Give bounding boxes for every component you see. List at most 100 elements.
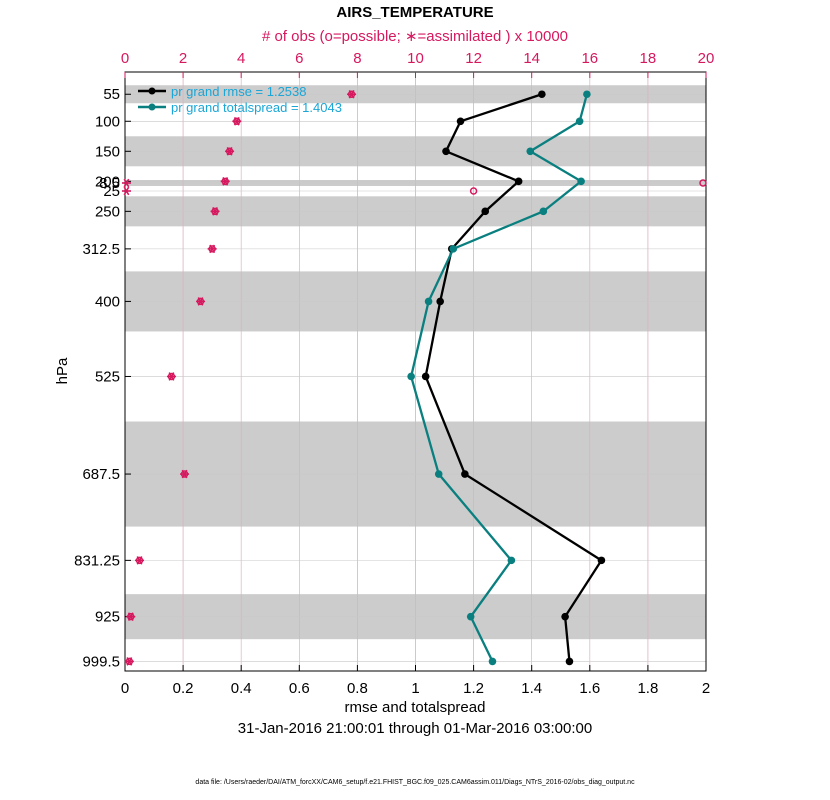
asterisk-stroke	[222, 177, 229, 186]
rmse-point	[561, 612, 569, 621]
obs-assimilated-marker	[225, 146, 235, 156]
totalspread-point	[526, 147, 535, 156]
grid-lines	[125, 72, 706, 671]
obs-assimilated-marker	[220, 177, 230, 186]
top-tick-label: 0	[121, 50, 129, 67]
top-tick-label: 20	[698, 50, 715, 67]
y-tick-label: 8.5	[99, 175, 120, 192]
y-tick-label: 55	[103, 86, 120, 103]
obs-assimilated-marker	[135, 556, 145, 565]
asterisk-stroke	[123, 178, 130, 188]
y-tick-label: 925	[95, 609, 120, 626]
obs-assimilated-marker	[124, 657, 134, 666]
top-tick-label: 4	[237, 50, 245, 67]
x-tick-label: 0	[121, 680, 129, 697]
y-tick-label: 831.25	[74, 552, 120, 569]
y-tick-label: 999.5	[82, 653, 120, 670]
obs-assimilated-marker	[347, 89, 357, 99]
obs-count-markers	[121, 89, 707, 666]
rmse-point	[456, 117, 465, 126]
chart-title: AIRS_TEMPERATURE	[336, 4, 493, 21]
asterisk-stroke	[212, 207, 218, 216]
y-tick-label: 250	[95, 203, 120, 220]
obs-assimilated-marker	[232, 116, 242, 126]
obs-assimilated-marker	[121, 178, 131, 188]
legend-rmse-label: pr grand rmse = 1.2538	[171, 84, 307, 99]
totalspread-point	[507, 556, 516, 565]
asterisk-stroke	[348, 89, 355, 99]
top-tick-label: 16	[581, 50, 598, 67]
x-tick-label: 0.4	[231, 680, 252, 697]
x-tick-label: 0.8	[347, 680, 368, 697]
top-tick-label: 10	[407, 50, 424, 67]
asterisk-stroke	[209, 244, 216, 254]
tick-labels: 0 0.2 0.4 0.6 0.8 1 1.2 1.4 1.6 1.8 20 2 4 6 8 10 12 14 16…	[74, 50, 714, 697]
legend-rmse-marker	[148, 87, 156, 95]
asterisk-stroke	[197, 297, 204, 306]
top-tick-label: 8	[353, 50, 361, 67]
y-tick-label: 687.5	[82, 466, 120, 483]
rmse-point	[565, 657, 574, 666]
asterisk-stroke	[226, 146, 233, 156]
x-tick-label: 2	[702, 680, 710, 697]
x-axis-label: rmse and totalspread	[345, 699, 486, 716]
top-tick-label: 18	[640, 50, 657, 67]
obs-assimilated-marker	[126, 612, 136, 621]
top-tick-label: 6	[295, 50, 303, 67]
x-tick-label: 1	[411, 680, 419, 697]
rmse-point	[436, 297, 444, 306]
legend: pr grand rmse = 1.2538 pr grand totalspr…	[138, 84, 342, 115]
rmse-point	[421, 372, 430, 381]
obs-assimilated-marker	[121, 186, 131, 196]
asterisk-stroke	[181, 469, 188, 479]
obs-assimilated-marker	[207, 244, 217, 254]
asterisk-stroke	[123, 186, 130, 196]
obs-assimilated-marker	[196, 297, 206, 306]
obs-assimilated-marker	[180, 469, 190, 479]
x-tick-label: 1.4	[521, 680, 542, 697]
obs-assimilated-marker	[166, 372, 176, 381]
top-tick-label: 14	[523, 50, 540, 67]
rmse-line	[424, 93, 604, 662]
rmse-point	[442, 147, 450, 156]
top-tick-label: 2	[179, 50, 187, 67]
asterisk-stroke	[126, 657, 133, 666]
totalspread-point	[449, 245, 458, 253]
asterisk-stroke	[127, 612, 134, 621]
rmse-point	[538, 90, 546, 99]
legend-spread-label: pr grand totalspread = 1.4043	[171, 100, 342, 115]
x-tick-label: 1.6	[579, 680, 600, 697]
date-range: 31-Jan-2016 21:00:01 through 01-Mar-2016…	[238, 720, 592, 737]
totalspread-point	[577, 177, 585, 186]
asterisk-stroke	[136, 556, 143, 565]
x-tick-label: 1.2	[463, 680, 484, 697]
rmse-point	[481, 207, 490, 216]
top-tick-label: 12	[465, 50, 482, 67]
top-axis-label: # of obs (o=possible; ∗=assimilated ) x …	[262, 28, 568, 45]
legend-spread-marker	[148, 103, 156, 111]
totalspread-point	[488, 657, 497, 666]
y-tick-label: 100	[95, 113, 120, 130]
series-lines	[407, 90, 606, 666]
data-file-footer: data file: /Users/raeder/DAI/ATM_forcXX/…	[195, 779, 635, 786]
totalspread-point	[539, 207, 548, 216]
asterisk-stroke	[168, 372, 175, 381]
y-tick-label: 25	[103, 183, 120, 200]
totalspread-point	[434, 470, 443, 478]
y-axis-label: hPa	[54, 357, 71, 384]
y-tick-label: 200	[95, 173, 120, 190]
y-tick-label: 525	[95, 368, 120, 385]
x-tick-label: 0.6	[289, 680, 310, 697]
asterisk-stroke	[233, 116, 240, 126]
rmse-point	[597, 556, 606, 565]
totalspread-point	[583, 90, 591, 99]
totalspread-point	[466, 612, 475, 621]
obs-assimilated-marker	[210, 207, 220, 216]
obs-possible-marker	[699, 179, 707, 187]
obs-possible-marker	[469, 187, 478, 195]
totalspread-point	[424, 297, 433, 306]
y-tick-label: 400	[95, 293, 120, 310]
totalspread-line	[409, 93, 589, 662]
y-tick-label: 150	[95, 143, 120, 160]
